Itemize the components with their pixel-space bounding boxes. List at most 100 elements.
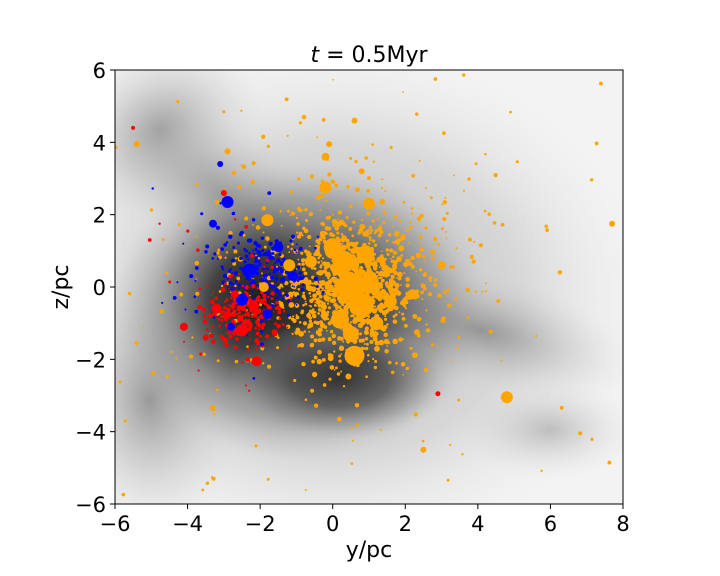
orange-star-point bbox=[442, 316, 446, 320]
red-star-point bbox=[235, 337, 239, 341]
red-star-point bbox=[214, 296, 218, 300]
red-star-point bbox=[211, 313, 215, 317]
x-axis-label: y/pc bbox=[346, 538, 393, 563]
orange-star-point bbox=[216, 388, 219, 391]
red-star-point bbox=[288, 347, 290, 349]
orange-star-point bbox=[398, 337, 403, 342]
orange-star-point bbox=[251, 161, 256, 166]
orange-star-point bbox=[454, 297, 458, 301]
orange-star-point bbox=[325, 281, 330, 286]
red-star-point bbox=[220, 336, 226, 341]
orange-star-point bbox=[395, 292, 398, 295]
orange-star-point bbox=[332, 223, 336, 227]
red-star-point bbox=[249, 338, 252, 340]
red-star-point bbox=[313, 299, 317, 303]
blue-star-point bbox=[244, 254, 249, 259]
orange-star-point bbox=[337, 336, 342, 341]
orange-star-point bbox=[342, 340, 345, 343]
orange-star-point bbox=[368, 231, 372, 235]
orange-star-point bbox=[445, 211, 449, 215]
red-star-point bbox=[250, 253, 255, 258]
orange-star-point bbox=[293, 378, 297, 383]
orange-star-point bbox=[344, 304, 348, 309]
orange-star-point bbox=[297, 262, 301, 267]
orange-star-point bbox=[234, 257, 238, 260]
orange-star-point bbox=[351, 439, 354, 442]
orange-star-point bbox=[391, 280, 397, 286]
orange-star-point bbox=[390, 291, 394, 295]
orange-star-point bbox=[441, 227, 444, 231]
orange-star-point bbox=[380, 187, 383, 190]
red-star-point bbox=[273, 323, 276, 326]
orange-star-point bbox=[402, 200, 406, 204]
orange-star-point bbox=[367, 360, 370, 363]
orange-star-point bbox=[305, 282, 309, 286]
blue-star-point bbox=[294, 269, 297, 272]
x-tick-label: 4 bbox=[471, 512, 484, 536]
blue-star-point bbox=[239, 266, 242, 270]
orange-star-point bbox=[392, 250, 398, 255]
orange-star-point bbox=[380, 224, 383, 227]
orange-star-point bbox=[377, 297, 382, 302]
orange-star-point bbox=[298, 208, 302, 213]
orange-star-point bbox=[315, 290, 320, 295]
orange-star-point bbox=[297, 288, 301, 291]
red-star-point bbox=[233, 345, 237, 349]
orange-star-point bbox=[380, 295, 385, 299]
orange-star-point bbox=[500, 359, 503, 362]
orange-star-point bbox=[424, 226, 428, 230]
orange-star-point bbox=[365, 375, 368, 379]
blue-star-point bbox=[234, 271, 239, 276]
orange-star-point bbox=[214, 200, 220, 205]
orange-star-point bbox=[442, 200, 447, 205]
orange-star-point bbox=[375, 270, 379, 274]
orange-star-point bbox=[115, 146, 118, 149]
red-star-point bbox=[238, 273, 241, 276]
orange-star-point bbox=[277, 336, 280, 339]
orange-star-point bbox=[317, 260, 321, 264]
blue-star-point bbox=[189, 274, 194, 279]
orange-star-point bbox=[389, 248, 394, 253]
orange-star-point bbox=[335, 221, 342, 227]
red-star-point bbox=[248, 389, 251, 392]
orange-star-point bbox=[447, 303, 452, 308]
blue-star-point bbox=[276, 259, 279, 262]
orange-star-point bbox=[267, 364, 272, 369]
orange-star-point bbox=[355, 241, 359, 245]
orange-star-point bbox=[330, 276, 337, 283]
orange-star-point bbox=[441, 203, 444, 206]
orange-star-point bbox=[331, 333, 336, 339]
blue-star-point bbox=[254, 256, 258, 260]
orange-star-point bbox=[287, 209, 290, 213]
orange-star-point bbox=[368, 316, 370, 319]
red-star-point bbox=[199, 352, 203, 356]
blue-star-point bbox=[273, 267, 278, 272]
orange-star-point bbox=[252, 224, 255, 226]
red-star-point bbox=[205, 328, 209, 332]
orange-star-point bbox=[352, 220, 356, 224]
red-star-point bbox=[435, 391, 441, 397]
orange-star-point bbox=[366, 211, 371, 216]
orange-star-point bbox=[336, 372, 341, 376]
orange-star-point bbox=[461, 453, 464, 456]
orange-star-point bbox=[428, 276, 433, 281]
blue-star-point bbox=[205, 244, 210, 249]
orange-star-point bbox=[195, 291, 200, 296]
orange-star-point bbox=[127, 291, 132, 296]
orange-star-point bbox=[224, 256, 227, 259]
x-tick-label: −2 bbox=[245, 512, 276, 536]
orange-star-point bbox=[354, 402, 360, 408]
orange-star-point bbox=[313, 403, 319, 408]
orange-star-point bbox=[366, 188, 371, 193]
blue-star-point bbox=[216, 257, 220, 260]
orange-star-point bbox=[376, 291, 380, 295]
orange-star-point bbox=[201, 488, 205, 492]
orange-star-point bbox=[304, 208, 308, 212]
red-star-point bbox=[257, 328, 261, 331]
orange-star-point bbox=[578, 431, 583, 436]
orange-star-point bbox=[419, 247, 425, 253]
orange-star-point bbox=[307, 285, 313, 292]
orange-star-point bbox=[390, 274, 395, 279]
orange-star-point bbox=[308, 245, 311, 248]
red-star-point bbox=[158, 222, 161, 225]
